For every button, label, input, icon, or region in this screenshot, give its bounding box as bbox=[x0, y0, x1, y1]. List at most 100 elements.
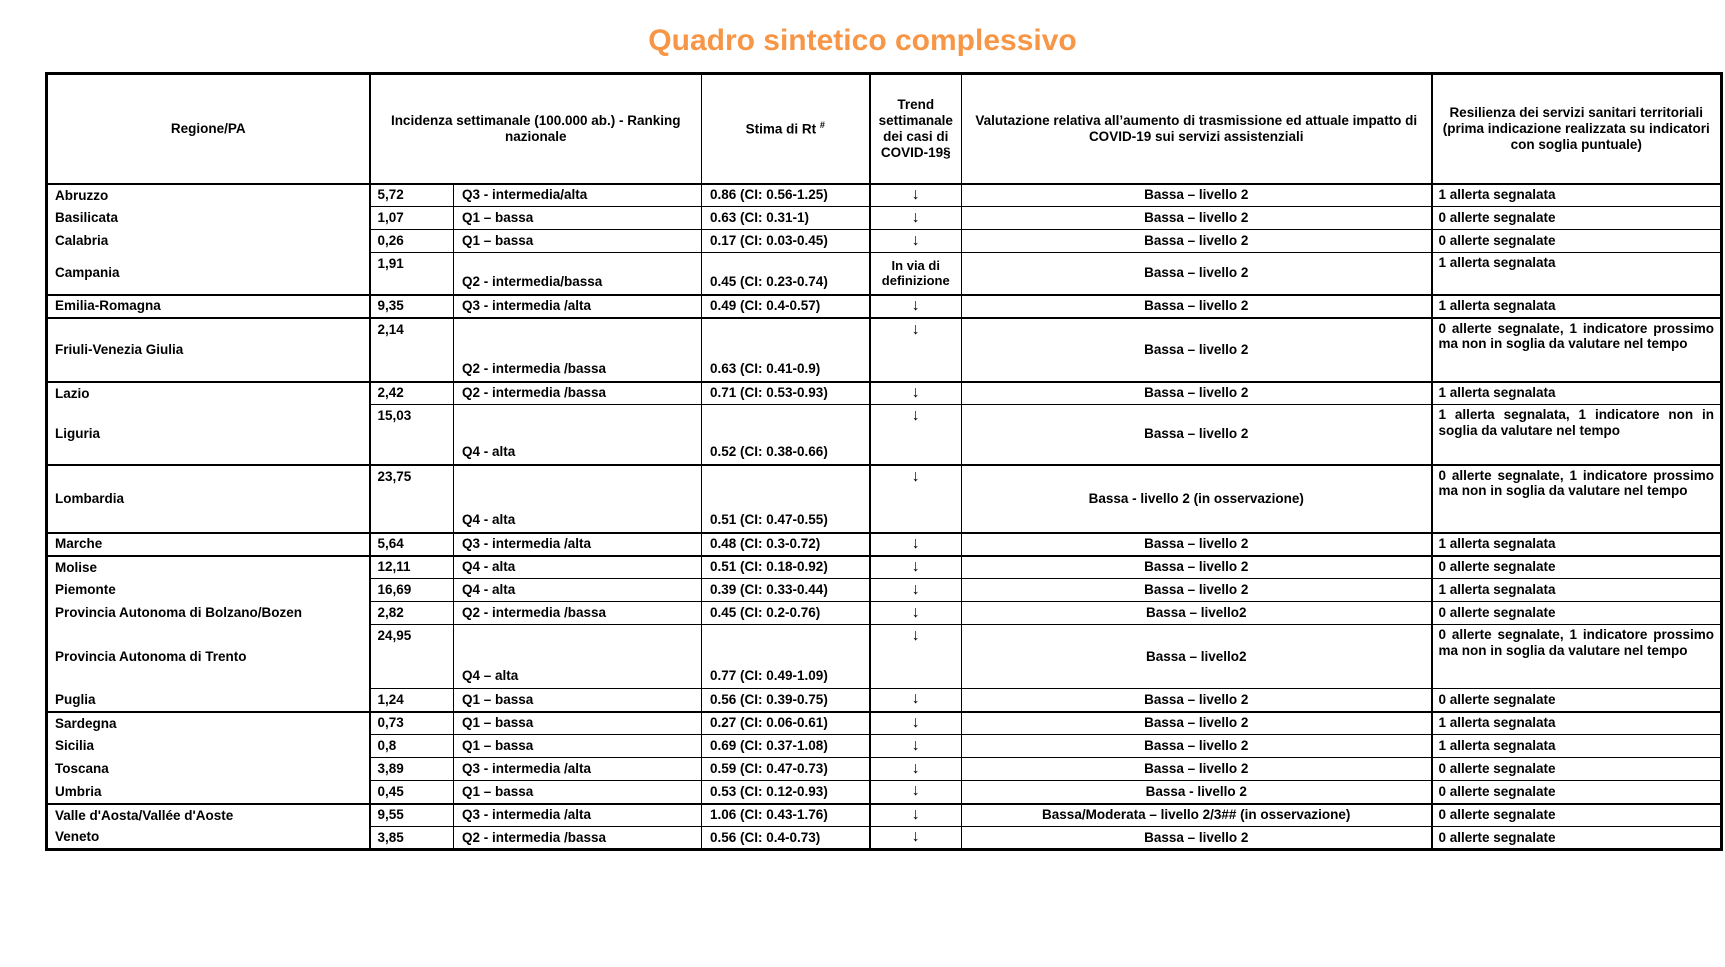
header-incidenza: Incidenza settimanale (100.000 ab.) - Ra… bbox=[368, 73, 702, 185]
cell-val: Bassa – livello 2 bbox=[961, 757, 1432, 781]
trend-down-arrow-icon: ↓ bbox=[868, 624, 962, 689]
cell-rank: Q3 - intermedia /alta bbox=[453, 802, 702, 827]
cell-rt: 0.53 (CI: 0.12-0.93) bbox=[701, 780, 870, 804]
cell-val: Bassa – livello 2 bbox=[961, 710, 1432, 735]
cell-val: Bassa – livello2 bbox=[961, 624, 1432, 689]
cell-regione: Umbria bbox=[46, 780, 370, 804]
header-rt-label: Stima di Rt bbox=[745, 121, 817, 137]
table-row: Lombardia 23,75 Q4 - alta 0.51 (CI: 0.47-0.… bbox=[46, 463, 1722, 533]
cell-inc: 0,26 bbox=[368, 229, 454, 253]
cell-res: 1 allerta segnalata bbox=[1430, 531, 1722, 556]
cell-rt: 0.45 (CI: 0.2-0.76) bbox=[701, 601, 870, 625]
cell-val: Bassa – livello 2 bbox=[961, 252, 1432, 295]
cell-rt: 0.27 (CI: 0.06-0.61) bbox=[701, 710, 870, 735]
table-row: Campania 1,91 Q2 - intermedia/bassa 0.45 (C… bbox=[46, 252, 1722, 295]
header-resilienza: Resilienza dei servizi sanitari territor… bbox=[1430, 73, 1722, 185]
cell-rank: Q1 – bassa bbox=[453, 688, 702, 712]
cell-res: 0 allerte segnalate bbox=[1430, 206, 1722, 230]
cell-rank: Q2 - intermedia/bassa bbox=[453, 252, 702, 295]
header-regione: Regione/PA bbox=[46, 73, 370, 185]
header-rt-footnote-mark: # bbox=[819, 120, 825, 131]
table-row: Marche 5,64 Q3 - intermedia /alta 0.48 (CI:… bbox=[46, 531, 1722, 556]
cell-val: Bassa – livello 2 bbox=[961, 293, 1432, 318]
cell-val: Bassa/Moderata – livello 2/3## (in osser… bbox=[961, 802, 1432, 827]
cell-regione: Molise bbox=[46, 554, 370, 579]
trend-down-arrow-icon: ↓ bbox=[868, 293, 962, 318]
cell-val: Bassa – livello 2 bbox=[961, 734, 1432, 758]
cell-rt: 0.52 (CI: 0.38-0.66) bbox=[701, 404, 870, 465]
trend-down-arrow-icon: ↓ bbox=[868, 404, 962, 465]
cell-val: Bassa – livello 2 bbox=[961, 578, 1432, 602]
cell-regione: Liguria bbox=[46, 404, 370, 465]
cell-res: 1 allerta segnalata, 1 indicatore non in… bbox=[1430, 404, 1722, 465]
cell-val: Bassa – livello 2 bbox=[961, 688, 1432, 712]
cell-rt: 0.71 (CI: 0.53-0.93) bbox=[701, 380, 870, 405]
cell-rt: 0.63 (CI: 0.31-1) bbox=[701, 206, 870, 230]
cell-val: Bassa – livello 2 bbox=[961, 183, 1432, 207]
table-row: Basilicata 1,07 Q1 – bassa 0.63 (CI: 0.31-1… bbox=[46, 206, 1722, 230]
cell-inc: 1,91 bbox=[368, 252, 454, 295]
cell-regione: Friuli-Venezia Giulia bbox=[46, 316, 370, 382]
cell-rank: Q2 - intermedia /bassa bbox=[453, 826, 702, 850]
cell-rt: 0.63 (CI: 0.41-0.9) bbox=[701, 316, 870, 382]
table-row: Calabria 0,26 Q1 – bassa 0.17 (CI: 0.03-0.4… bbox=[46, 229, 1722, 253]
trend-down-arrow-icon: ↓ bbox=[868, 183, 962, 207]
cell-rank: Q3 - intermedia /alta bbox=[453, 293, 702, 318]
cell-regione: Marche bbox=[46, 531, 370, 556]
cell-inc: 3,85 bbox=[368, 826, 454, 850]
cell-rt: 0.56 (CI: 0.39-0.75) bbox=[701, 688, 870, 712]
cell-inc: 2,42 bbox=[368, 380, 454, 405]
cell-rt: 0.59 (CI: 0.47-0.73) bbox=[701, 757, 870, 781]
cell-val: Bassa - livello 2 bbox=[961, 780, 1432, 804]
trend-down-arrow-icon: ↓ bbox=[868, 554, 962, 579]
cell-regione: Valle d'Aosta/Vallée d'Aoste bbox=[46, 802, 370, 827]
header-trend: Trend settimanale dei casi di COVID-19§ bbox=[868, 73, 962, 185]
cell-rank: Q1 – bassa bbox=[453, 734, 702, 758]
header-row: Regione/PA Incidenza settimanale (100.00… bbox=[46, 73, 1722, 185]
cell-regione: Provincia Autonoma di Trento bbox=[46, 624, 370, 689]
cell-regione: Sicilia bbox=[46, 734, 370, 758]
table-row: Valle d'Aosta/Vallée d'Aoste 9,55 Q3 - int… bbox=[46, 802, 1722, 827]
cell-rank: Q3 - intermedia /alta bbox=[453, 757, 702, 781]
table-row: Lazio 2,42 Q2 - intermedia /bassa 0.71 (CI:… bbox=[46, 380, 1722, 405]
cell-regione: Lombardia bbox=[46, 463, 370, 533]
cell-rank: Q2 - intermedia /bassa bbox=[453, 316, 702, 382]
cell-res: 0 allerte segnalate bbox=[1430, 554, 1722, 579]
cell-regione: Piemonte bbox=[46, 578, 370, 602]
cell-rt: 0.39 (CI: 0.33-0.44) bbox=[701, 578, 870, 602]
cell-res: 0 allerte segnalate, 1 indicatore prossi… bbox=[1430, 463, 1722, 533]
cell-regione: Toscana bbox=[46, 757, 370, 781]
cell-rank: Q3 - intermedia /alta bbox=[453, 531, 702, 556]
cell-inc: 1,24 bbox=[368, 688, 454, 712]
cell-rank: Q1 – bassa bbox=[453, 780, 702, 804]
cell-res: 0 allerte segnalate bbox=[1430, 802, 1722, 827]
cell-rt: 0.69 (CI: 0.37-1.08) bbox=[701, 734, 870, 758]
cell-res: 1 allerta segnalata bbox=[1430, 183, 1722, 207]
cell-inc: 5,72 bbox=[368, 183, 454, 207]
cell-val: Bassa – livello 2 bbox=[961, 380, 1432, 405]
cell-inc: 2,14 bbox=[368, 316, 454, 382]
cell-val: Bassa – livello 2 bbox=[961, 404, 1432, 465]
cell-res: 0 allerte segnalate bbox=[1430, 826, 1722, 850]
trend-down-arrow-icon: ↓ bbox=[868, 229, 962, 253]
table-row: Liguria 15,03 Q4 - alta 0.52 (CI: 0.38-0.66… bbox=[46, 404, 1722, 465]
cell-regione: Emilia-Romagna bbox=[46, 293, 370, 318]
trend-down-arrow-icon: ↓ bbox=[868, 316, 962, 382]
cell-val: Bassa – livello 2 bbox=[961, 531, 1432, 556]
cell-rt: 0.48 (CI: 0.3-0.72) bbox=[701, 531, 870, 556]
cell-rt: 0.45 (CI: 0.23-0.74) bbox=[701, 252, 870, 295]
cell-rank: Q4 - alta bbox=[453, 404, 702, 465]
cell-regione: Sardegna bbox=[46, 710, 370, 735]
cell-rt: 0.51 (CI: 0.47-0.55) bbox=[701, 463, 870, 533]
cell-rt: 0.17 (CI: 0.03-0.45) bbox=[701, 229, 870, 253]
trend-down-arrow-icon: ↓ bbox=[868, 463, 962, 533]
cell-regione: Basilicata bbox=[46, 206, 370, 230]
trend-down-arrow-icon: ↓ bbox=[868, 757, 962, 781]
table-row: Toscana 3,89 Q3 - intermedia /alta 0.59 (CI… bbox=[46, 757, 1722, 781]
cell-res: 0 allerte segnalate, 1 indicatore prossi… bbox=[1430, 316, 1722, 382]
trend-down-arrow-icon: ↓ bbox=[868, 826, 962, 850]
trend-down-arrow-icon: ↓ bbox=[868, 601, 962, 625]
trend-down-arrow-icon: ↓ bbox=[868, 710, 962, 735]
table-row: Sardegna 0,73 Q1 – bassa 0.27 (CI: 0.06-0.6… bbox=[46, 710, 1722, 735]
cell-res: 0 allerte segnalate bbox=[1430, 601, 1722, 625]
